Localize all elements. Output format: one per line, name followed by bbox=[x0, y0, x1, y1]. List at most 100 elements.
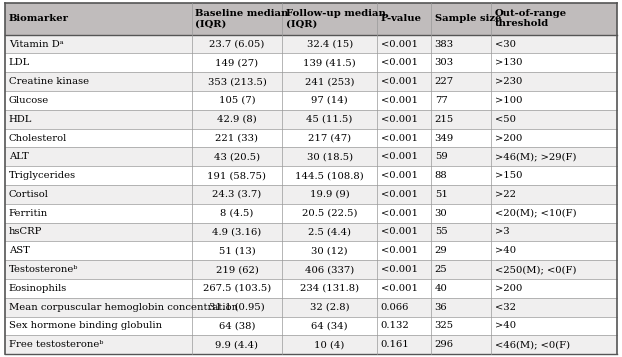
Bar bbox=[192, 166, 282, 185]
Text: Out-of-range
threshold: Out-of-range threshold bbox=[494, 9, 567, 29]
Text: <20(M); <10(F): <20(M); <10(F) bbox=[494, 209, 577, 218]
Bar bbox=[5, 298, 192, 317]
Bar bbox=[282, 279, 377, 298]
Text: <32: <32 bbox=[494, 303, 516, 312]
Text: 215: 215 bbox=[435, 115, 454, 124]
Text: <50: <50 bbox=[494, 115, 516, 124]
Bar bbox=[431, 54, 491, 72]
Text: <46(M); <0(F): <46(M); <0(F) bbox=[494, 340, 570, 349]
Bar bbox=[5, 3, 192, 35]
Text: Cortisol: Cortisol bbox=[9, 190, 49, 199]
Bar bbox=[377, 72, 431, 91]
Text: 59: 59 bbox=[435, 152, 447, 161]
Bar bbox=[431, 129, 491, 147]
Bar bbox=[491, 279, 617, 298]
Bar bbox=[5, 204, 192, 223]
Text: Biomarker: Biomarker bbox=[9, 14, 68, 23]
Bar bbox=[192, 147, 282, 166]
Text: Mean corpuscular hemoglobin concentration: Mean corpuscular hemoglobin concentratio… bbox=[9, 303, 238, 312]
Bar bbox=[491, 72, 617, 91]
Text: Creatine kinase: Creatine kinase bbox=[9, 77, 89, 86]
Text: 0.066: 0.066 bbox=[381, 303, 409, 312]
Text: 219 (62): 219 (62) bbox=[215, 265, 258, 274]
Bar bbox=[192, 72, 282, 91]
Bar bbox=[282, 54, 377, 72]
Text: 325: 325 bbox=[435, 321, 454, 331]
Bar bbox=[192, 298, 282, 317]
Bar bbox=[491, 129, 617, 147]
Text: 97 (14): 97 (14) bbox=[311, 96, 348, 105]
Bar bbox=[192, 241, 282, 260]
Bar bbox=[5, 54, 192, 72]
Bar bbox=[282, 241, 377, 260]
Bar bbox=[5, 260, 192, 279]
Text: <0.001: <0.001 bbox=[381, 265, 418, 274]
Text: 19.9 (9): 19.9 (9) bbox=[310, 190, 350, 199]
Bar bbox=[377, 147, 431, 166]
Text: 40: 40 bbox=[435, 284, 448, 293]
Text: >200: >200 bbox=[494, 134, 522, 142]
Text: 10 (4): 10 (4) bbox=[315, 340, 345, 349]
Text: 51 (13): 51 (13) bbox=[218, 246, 255, 255]
Text: 43 (20.5): 43 (20.5) bbox=[214, 152, 260, 161]
Bar bbox=[431, 260, 491, 279]
Bar bbox=[5, 185, 192, 204]
Bar bbox=[491, 241, 617, 260]
Text: >40: >40 bbox=[494, 246, 516, 255]
Bar bbox=[192, 110, 282, 129]
Text: >3: >3 bbox=[494, 227, 509, 236]
Bar bbox=[377, 223, 431, 241]
Bar bbox=[377, 185, 431, 204]
Bar bbox=[377, 204, 431, 223]
Bar bbox=[431, 298, 491, 317]
Text: 31.1 (0.95): 31.1 (0.95) bbox=[209, 303, 265, 312]
Bar bbox=[282, 110, 377, 129]
Bar bbox=[5, 35, 192, 54]
Bar bbox=[192, 91, 282, 110]
Text: 149 (27): 149 (27) bbox=[215, 58, 259, 67]
Text: 191 (58.75): 191 (58.75) bbox=[208, 171, 266, 180]
Text: >46(M); >29(F): >46(M); >29(F) bbox=[494, 152, 576, 161]
Bar bbox=[491, 204, 617, 223]
Text: 144.5 (108.8): 144.5 (108.8) bbox=[295, 171, 364, 180]
Bar bbox=[491, 260, 617, 279]
Text: <0.001: <0.001 bbox=[381, 152, 418, 161]
Text: 88: 88 bbox=[435, 171, 447, 180]
Text: 32 (2.8): 32 (2.8) bbox=[310, 303, 350, 312]
Bar bbox=[431, 72, 491, 91]
Text: <0.001: <0.001 bbox=[381, 134, 418, 142]
Bar bbox=[5, 335, 192, 354]
Text: >150: >150 bbox=[494, 171, 522, 180]
Text: HDL: HDL bbox=[9, 115, 32, 124]
Text: 234 (131.8): 234 (131.8) bbox=[300, 284, 360, 293]
Text: Follow-up median
(IQR): Follow-up median (IQR) bbox=[286, 9, 386, 29]
Bar bbox=[491, 335, 617, 354]
Bar bbox=[377, 35, 431, 54]
Bar bbox=[192, 279, 282, 298]
Text: <0.001: <0.001 bbox=[381, 77, 418, 86]
Bar bbox=[431, 147, 491, 166]
Text: <0.001: <0.001 bbox=[381, 209, 418, 218]
Text: 30 (18.5): 30 (18.5) bbox=[307, 152, 353, 161]
Bar bbox=[192, 185, 282, 204]
Bar bbox=[491, 3, 617, 35]
Bar bbox=[491, 166, 617, 185]
Text: Triglycerides: Triglycerides bbox=[9, 171, 76, 180]
Text: 64 (38): 64 (38) bbox=[219, 321, 255, 331]
Text: 303: 303 bbox=[435, 58, 454, 67]
Text: Testosteroneᵇ: Testosteroneᵇ bbox=[9, 265, 78, 274]
Bar bbox=[5, 129, 192, 147]
Bar bbox=[431, 279, 491, 298]
Text: 45 (11.5): 45 (11.5) bbox=[307, 115, 353, 124]
Text: 105 (7): 105 (7) bbox=[218, 96, 255, 105]
Text: Sex hormone binding globulin: Sex hormone binding globulin bbox=[9, 321, 162, 331]
Bar bbox=[5, 241, 192, 260]
Bar bbox=[377, 3, 431, 35]
Text: 20.5 (22.5): 20.5 (22.5) bbox=[302, 209, 358, 218]
Bar bbox=[192, 223, 282, 241]
Bar bbox=[431, 91, 491, 110]
Bar bbox=[5, 166, 192, 185]
Bar bbox=[282, 185, 377, 204]
Text: 42.9 (8): 42.9 (8) bbox=[217, 115, 257, 124]
Bar bbox=[491, 110, 617, 129]
